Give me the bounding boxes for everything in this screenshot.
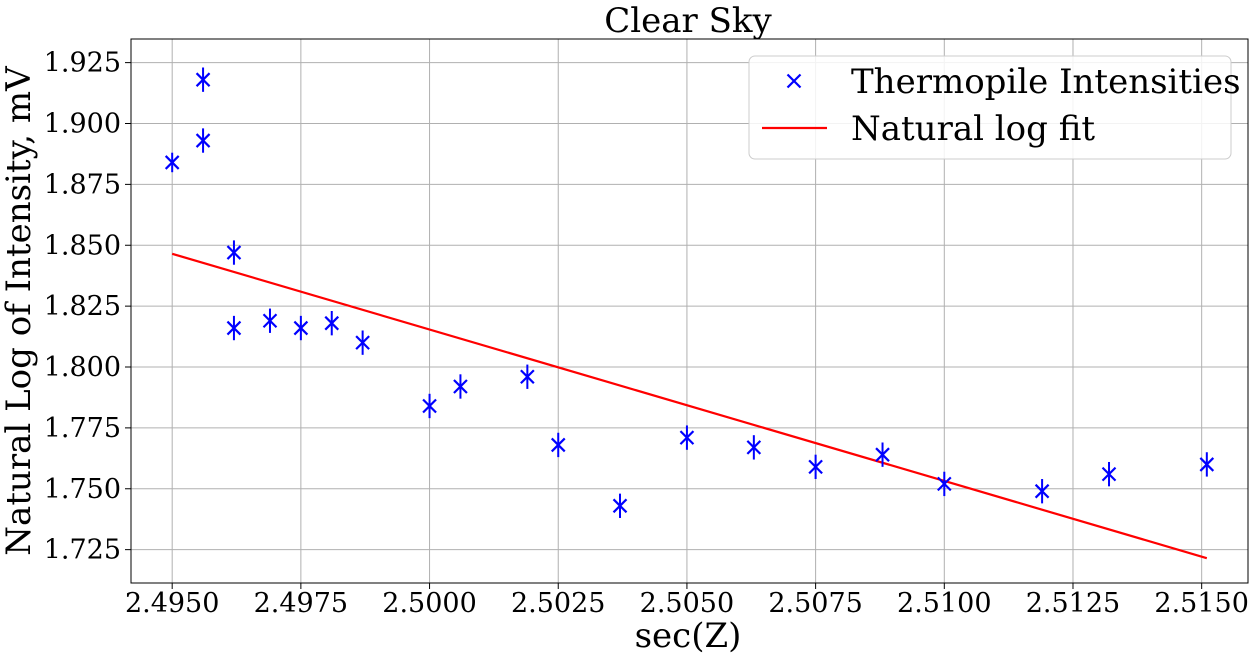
legend-x-stroke <box>786 73 802 89</box>
y-tick-label: 1.775 <box>44 413 121 444</box>
x-axis-ticks: 2.4950 2.4975 2.5000 2.5025 2.5050 2.5075 2.51… <box>125 583 1249 619</box>
x-marker-stroke <box>746 440 762 455</box>
data-point <box>355 330 370 355</box>
x-tick-label: 2.5025 <box>511 588 605 619</box>
x-tick-label: 2.5125 <box>1026 588 1120 619</box>
x-marker-stroke <box>226 320 242 336</box>
x-tick-label: 2.4950 <box>125 588 219 619</box>
data-point <box>453 374 468 399</box>
data-point <box>520 364 535 389</box>
data-point <box>164 152 180 173</box>
x-marker-stroke <box>453 379 468 394</box>
data-point <box>195 128 211 153</box>
data-point <box>550 432 566 458</box>
data-point <box>1034 479 1050 504</box>
x-marker-stroke <box>1101 466 1117 482</box>
y-axis-ticks: 1.725 1.750 1.775 1.800 1.825 1.850 1.875 1.900… <box>44 48 131 566</box>
data-point <box>1101 461 1117 487</box>
x-marker-stroke <box>550 437 566 453</box>
y-tick-label: 1.925 <box>44 48 121 79</box>
y-tick-label: 1.800 <box>44 352 121 383</box>
y-tick-label: 1.750 <box>44 474 121 505</box>
x-marker-stroke <box>612 498 628 514</box>
data-point <box>808 454 823 480</box>
x-axis-label: sec(Z) <box>635 616 742 656</box>
x-marker-stroke <box>293 320 309 336</box>
fit-line <box>171 252 1208 560</box>
data-point <box>226 315 242 341</box>
x-tick-label: 2.5150 <box>1154 588 1248 619</box>
legend-label-thermopile: Thermopile Intensities <box>851 62 1241 102</box>
y-tick-label: 1.900 <box>44 108 121 139</box>
x-tick-label: 2.5100 <box>897 588 991 619</box>
x-marker-stroke <box>679 430 695 445</box>
data-point <box>324 311 340 336</box>
legend-label-fit: Natural log fit <box>851 109 1095 149</box>
y-tick-label: 1.850 <box>44 230 121 261</box>
data-points-layer <box>164 67 1215 518</box>
data-point <box>937 471 952 497</box>
x-marker-stroke <box>355 335 370 350</box>
legend-marker-scatter <box>786 73 802 89</box>
data-point <box>262 308 278 333</box>
x-marker-stroke <box>324 315 340 331</box>
x-tick-label: 2.4975 <box>254 588 348 619</box>
y-tick-label: 1.825 <box>44 291 121 322</box>
plot-frame <box>130 38 1249 584</box>
data-point <box>226 240 242 265</box>
data-point <box>875 442 890 467</box>
data-point <box>612 493 628 518</box>
y-axis-label: Natural Log of Intensity, mV <box>0 65 39 556</box>
x-marker-stroke <box>226 245 242 260</box>
x-tick-label: 2.5075 <box>768 588 862 619</box>
y-tick-label: 1.875 <box>44 169 121 200</box>
legend: Thermopile Intensities Natural log fit <box>748 55 1241 160</box>
x-marker-stroke <box>875 447 890 462</box>
x-marker-stroke <box>422 398 437 414</box>
data-point <box>422 393 437 419</box>
x-tick-label: 2.5000 <box>382 588 476 619</box>
x-marker-stroke <box>195 133 211 148</box>
x-marker-stroke <box>937 476 952 492</box>
data-point <box>679 425 695 450</box>
data-point <box>293 315 309 341</box>
data-point <box>746 435 762 460</box>
x-marker-stroke <box>1034 483 1050 499</box>
data-point <box>1199 452 1215 477</box>
fit-line-layer <box>171 252 1208 560</box>
data-point <box>195 67 211 92</box>
x-tick-label: 2.5050 <box>640 588 734 619</box>
x-marker-stroke <box>195 72 211 87</box>
y-tick-label: 1.725 <box>44 535 121 566</box>
x-marker-stroke <box>520 369 535 385</box>
x-marker-stroke <box>1199 457 1215 472</box>
chart-title: Clear Sky <box>604 1 772 41</box>
x-marker-stroke <box>808 459 823 475</box>
legend-box <box>748 55 1232 160</box>
x-marker-stroke <box>262 313 278 329</box>
x-marker-stroke <box>164 155 180 170</box>
